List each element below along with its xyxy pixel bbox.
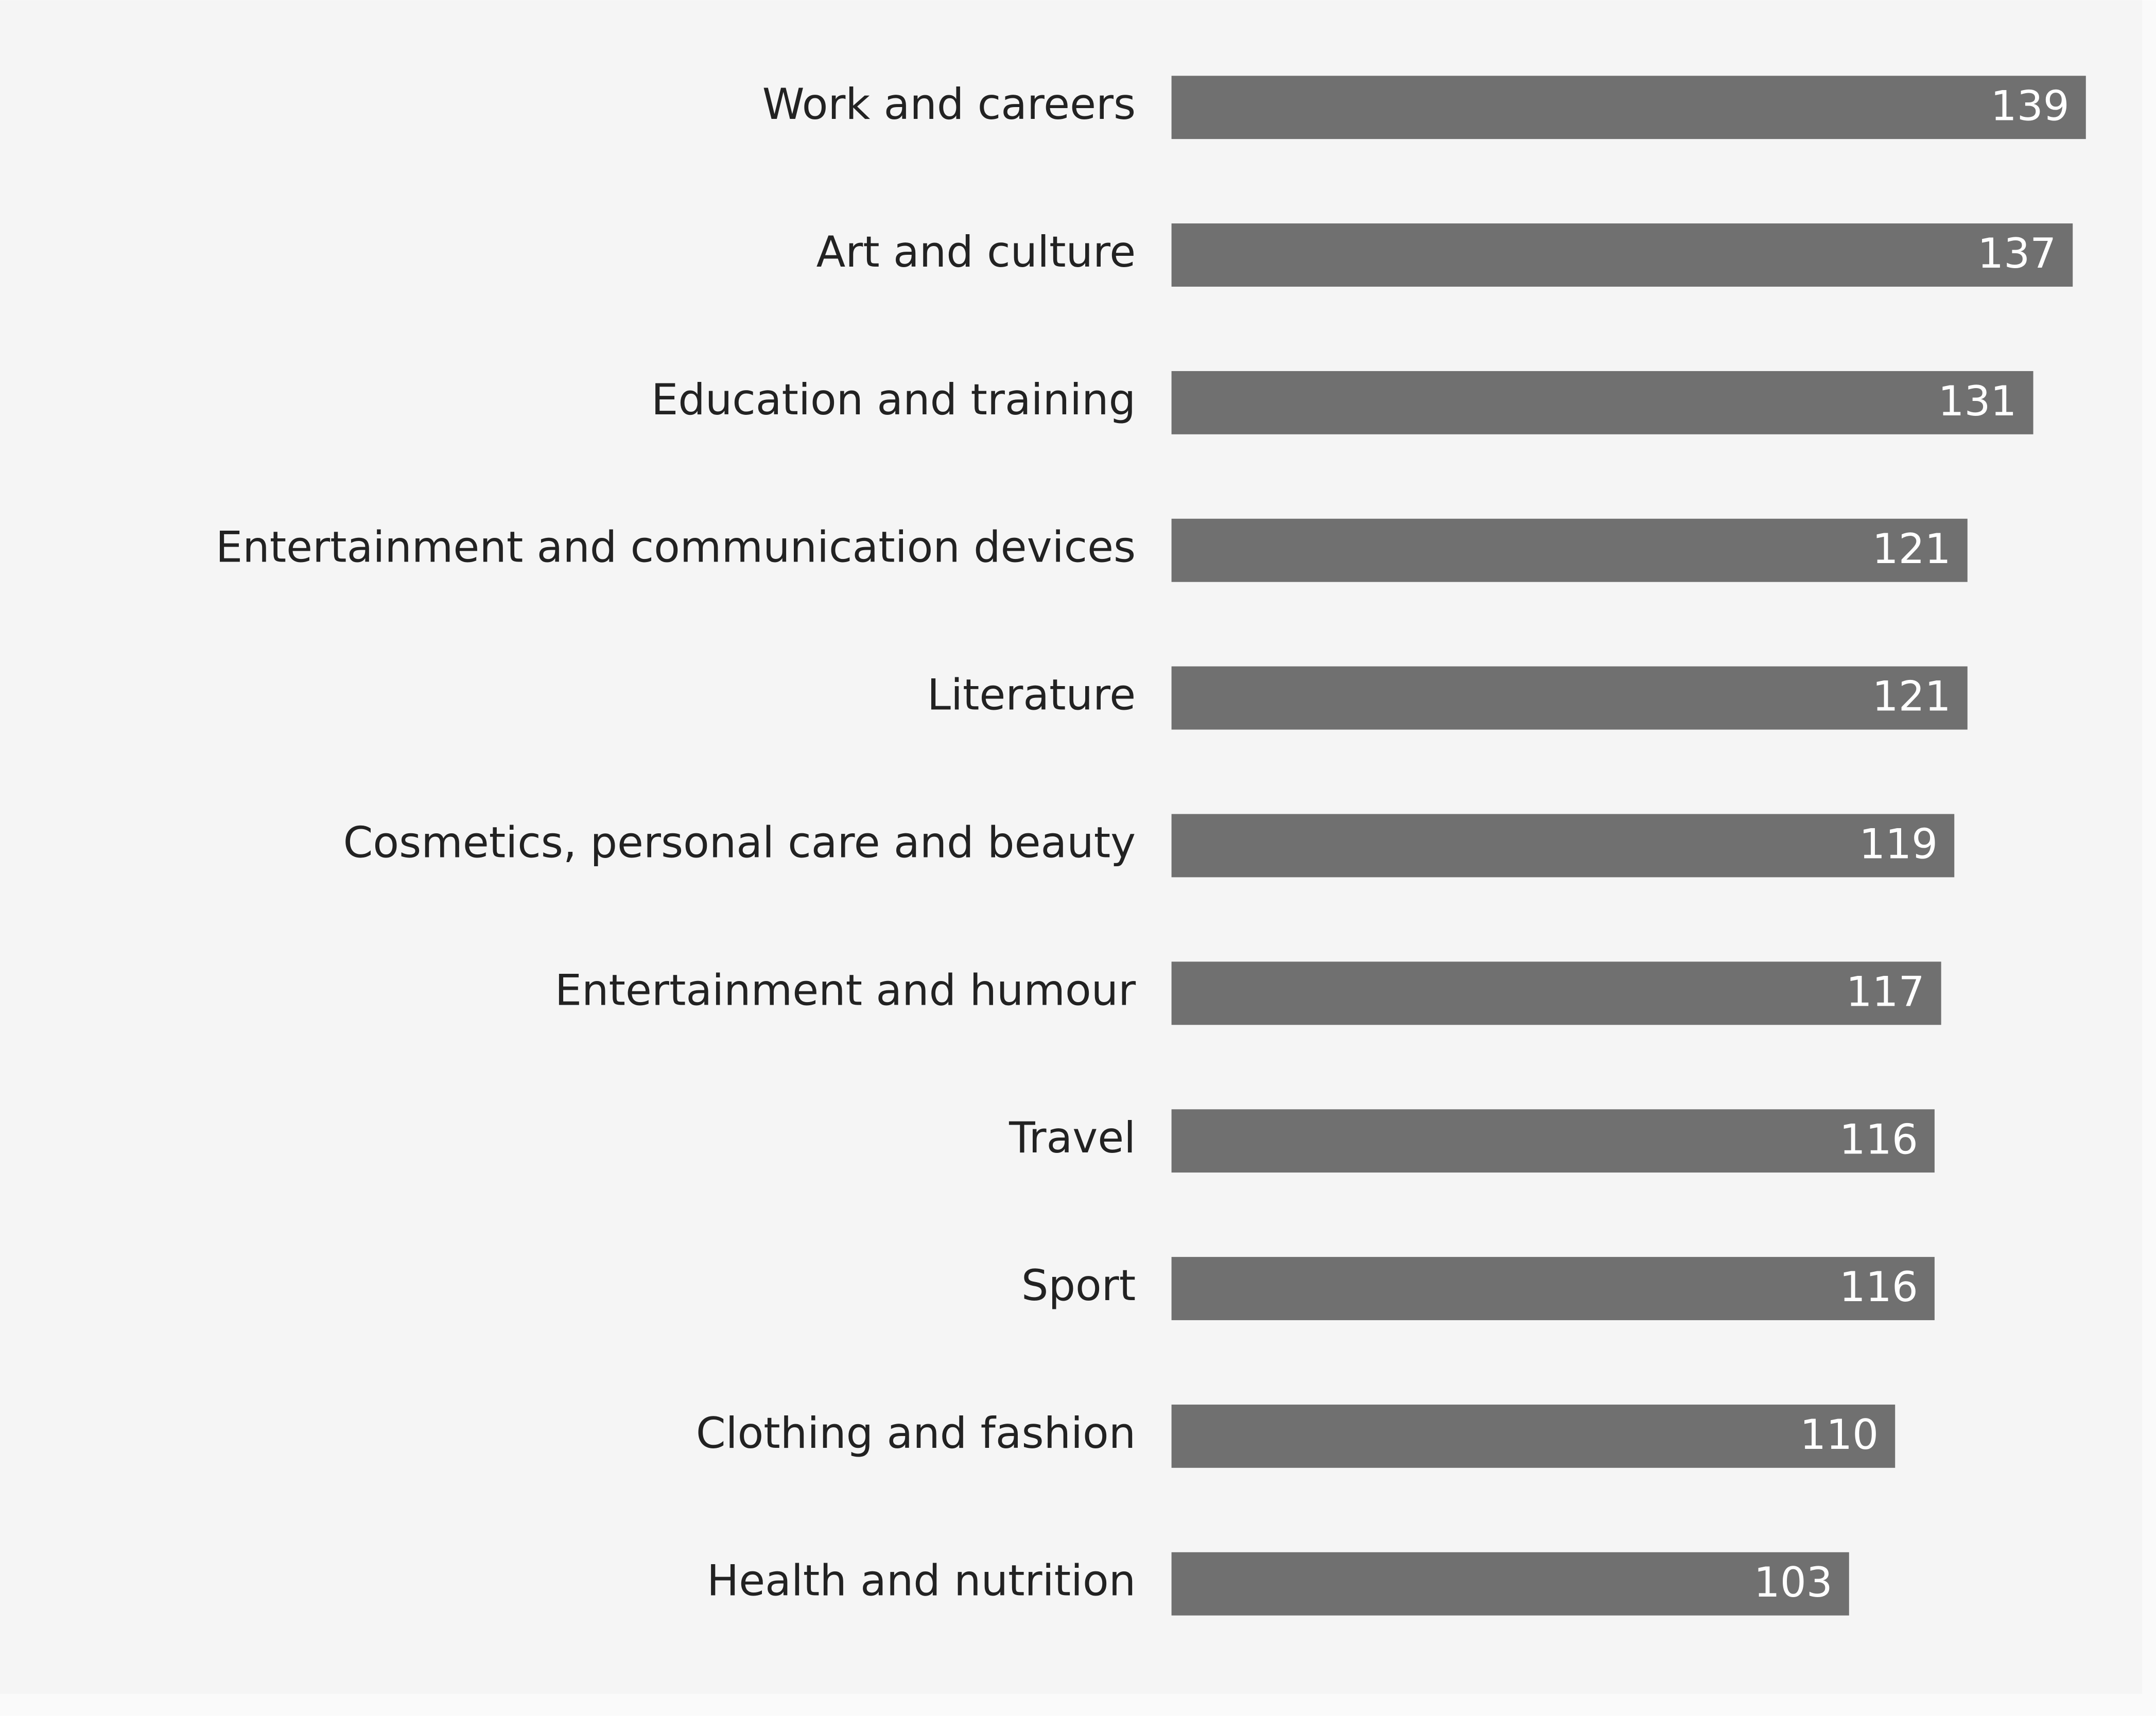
value-label: 116 [1839,1115,1918,1163]
bar [1171,223,2073,287]
bar [1171,1552,1849,1616]
bar [1171,371,2033,434]
panel-shadow [0,1693,2156,1716]
category-label: Art and culture [816,227,1136,277]
bar [1171,814,1955,878]
value-label: 103 [1754,1559,1833,1606]
bar [1171,1257,1935,1320]
category-label: Entertainment and communication devices [216,522,1136,572]
value-label: 131 [1938,377,2017,425]
value-label: 121 [1872,673,1951,721]
bar [1171,1109,1935,1173]
value-label: 139 [1991,82,2070,130]
category-label: Cosmetics, personal care and beauty [343,817,1136,867]
bar [1171,666,1968,730]
bar [1171,518,1968,582]
category-label: Sport [1021,1260,1136,1310]
bar [1171,1404,1896,1468]
value-label: 119 [1859,820,1938,868]
category-label: Work and careers [762,79,1136,129]
value-label: 121 [1872,525,1951,573]
value-label: 116 [1839,1263,1918,1311]
category-label: Health and nutrition [707,1556,1136,1606]
value-label: 117 [1846,968,1925,1015]
category-label: Literature [927,670,1136,720]
bar [1171,961,1941,1025]
category-label: Clothing and fashion [696,1408,1136,1458]
category-label: Travel [1009,1113,1136,1163]
value-label: 137 [1977,230,2056,277]
bar [1171,76,2086,139]
category-label: Entertainment and humour [555,965,1136,1015]
value-label: 110 [1800,1411,1879,1459]
category-label: Education and training [651,375,1136,425]
panel-shadow [2142,0,2156,1716]
